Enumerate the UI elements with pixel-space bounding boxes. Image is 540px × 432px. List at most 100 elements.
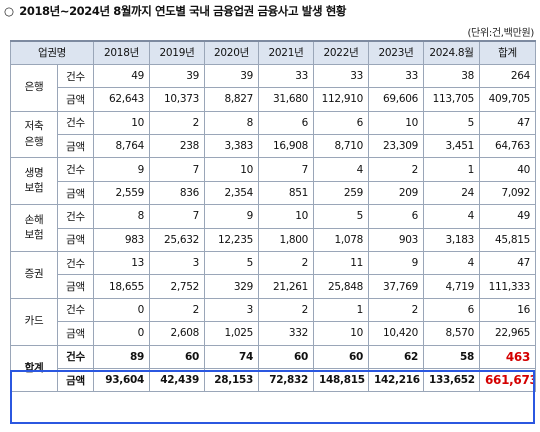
row-total-count: 49 xyxy=(479,204,536,229)
value-count: 7 xyxy=(258,157,314,182)
table-row: 손해 보험 건수 8 7 9 10 5 6 4 49 xyxy=(10,204,536,253)
value-count: 8 xyxy=(204,110,259,136)
table-row: 금액 8,764 238 3,383 16,908 8,710 23,309 3,451 64,… xyxy=(11,134,536,159)
value-count: 10 xyxy=(204,157,259,182)
value-amount: 209 xyxy=(368,180,424,206)
metric-label-count: 건수 xyxy=(57,297,94,323)
value-amount: 2,752 xyxy=(149,274,205,299)
value-count: 9 xyxy=(368,251,424,276)
value-count: 3 xyxy=(149,251,205,276)
value-count: 38 xyxy=(423,63,480,89)
value-amount: 23,309 xyxy=(368,134,424,159)
value-count: 60 xyxy=(313,344,369,369)
sector-name-life-insurance: 생명 보험 xyxy=(10,157,58,206)
value-count: 10 xyxy=(368,110,424,136)
value-amount: 25,848 xyxy=(313,274,369,299)
value-count: 2 xyxy=(149,110,205,136)
value-count: 10 xyxy=(93,110,150,136)
value-count: 49 xyxy=(93,63,150,89)
value-amount: 113,705 xyxy=(423,87,480,112)
value-amount: 112,910 xyxy=(313,87,369,112)
table-row: 금액 18,655 2,752 329 21,261 25,848 37,769 4,719 1… xyxy=(11,274,536,299)
value-count: 74 xyxy=(204,344,259,369)
value-amount: 12,235 xyxy=(204,227,259,253)
value-count: 39 xyxy=(149,63,205,89)
value-count: 58 xyxy=(423,344,480,369)
metric-label-count: 건수 xyxy=(57,110,94,136)
metric-label-amount: 금액 xyxy=(57,321,94,346)
metric-label-count: 건수 xyxy=(57,157,94,182)
header-row: 업권명 2018년 2019년 2020년 2021년 2022년 2023년 … xyxy=(10,39,536,65)
value-amount: 16,908 xyxy=(258,134,314,159)
value-count: 33 xyxy=(258,63,314,89)
value-amount: 25,632 xyxy=(149,227,205,253)
value-count: 60 xyxy=(258,344,314,369)
value-count: 0 xyxy=(93,297,150,323)
value-amount: 259 xyxy=(313,180,369,206)
value-count: 6 xyxy=(423,297,480,323)
row-total-count: 40 xyxy=(479,157,536,182)
header-sector: 업권명 xyxy=(10,39,94,65)
sector-name-card: 카드 xyxy=(10,297,58,346)
sector-name-savings-bank: 저축 은행 xyxy=(10,110,58,159)
row-total-amount: 7,092 xyxy=(479,180,536,206)
value-count: 6 xyxy=(313,110,369,136)
value-count: 6 xyxy=(368,204,424,229)
header-2023: 2023년 xyxy=(368,39,424,65)
value-amount: 62,643 xyxy=(93,87,150,112)
value-amount: 8,710 xyxy=(313,134,369,159)
value-amount: 148,815 xyxy=(313,367,369,393)
value-amount: 10,420 xyxy=(368,321,424,346)
value-amount: 3,451 xyxy=(423,134,480,159)
metric-label-amount: 금액 xyxy=(57,227,94,253)
value-amount: 836 xyxy=(149,180,205,206)
value-amount: 1,078 xyxy=(313,227,369,253)
value-count: 2 xyxy=(368,297,424,323)
value-amount: 983 xyxy=(93,227,150,253)
metric-label-count: 건수 xyxy=(57,344,94,369)
value-amount: 332 xyxy=(258,321,314,346)
value-amount: 0 xyxy=(93,321,150,346)
row-total-amount: 45,815 xyxy=(479,227,536,253)
table-row: 증권 건수 13 3 5 2 11 9 4 47 xyxy=(10,251,536,299)
header-total: 합계 xyxy=(479,39,536,65)
table-row: 금액 2,559 836 2,354 851 259 209 24 7,092 xyxy=(11,180,536,206)
page-title: ○ 2018년~2024년 8월까지 연도별 국내 금융업권 금융사고 발생 현… xyxy=(4,3,346,19)
metric-label-amount: 금액 xyxy=(57,274,94,299)
row-total-count: 47 xyxy=(479,251,536,276)
table-row: 저축 은행 건수 10 2 8 6 6 10 5 47 xyxy=(10,110,536,159)
unit-note: (단위:건,백만원) xyxy=(467,28,534,39)
value-count: 9 xyxy=(93,157,150,182)
table-row: 금액 93,604 42,439 28,153 72,832 148,815 142,216… xyxy=(11,367,536,393)
value-count: 4 xyxy=(423,251,480,276)
value-count: 2 xyxy=(368,157,424,182)
value-count: 4 xyxy=(313,157,369,182)
table-row: 카드 건수 0 2 3 2 1 2 6 16 xyxy=(10,297,536,346)
table-header: 업권명 2018년 2019년 2020년 2021년 2022년 2023년 … xyxy=(10,39,536,65)
value-count: 33 xyxy=(368,63,424,89)
value-amount: 69,606 xyxy=(368,87,424,112)
title-bullet-mark: ○ xyxy=(4,4,14,18)
table-row: 금액 983 25,632 12,235 1,800 1,078 903 3,183 45,81… xyxy=(11,227,536,253)
value-count: 10 xyxy=(258,204,314,229)
value-count: 13 xyxy=(93,251,150,276)
value-count: 9 xyxy=(204,204,259,229)
value-count: 8 xyxy=(93,204,150,229)
value-count: 2 xyxy=(149,297,205,323)
sector-name-bank: 은행 xyxy=(10,63,58,112)
value-amount: 1,025 xyxy=(204,321,259,346)
row-total-amount: 661,673 xyxy=(479,367,536,393)
value-amount: 133,652 xyxy=(423,367,480,393)
value-amount: 903 xyxy=(368,227,424,253)
header-2022: 2022년 xyxy=(313,39,369,65)
table-row: 은행 건수 49 39 39 33 33 33 38 264 xyxy=(10,63,536,112)
row-total-amount: 111,333 xyxy=(479,274,536,299)
incident-table: 업권명 2018년 2019년 2020년 2021년 2022년 2023년 … xyxy=(10,39,536,393)
value-amount: 329 xyxy=(204,274,259,299)
header-2018: 2018년 xyxy=(93,39,150,65)
value-amount: 93,604 xyxy=(93,367,150,393)
row-total-count: 264 xyxy=(479,63,536,89)
value-count: 62 xyxy=(368,344,424,369)
value-amount: 238 xyxy=(149,134,205,159)
header-2021: 2021년 xyxy=(258,39,314,65)
